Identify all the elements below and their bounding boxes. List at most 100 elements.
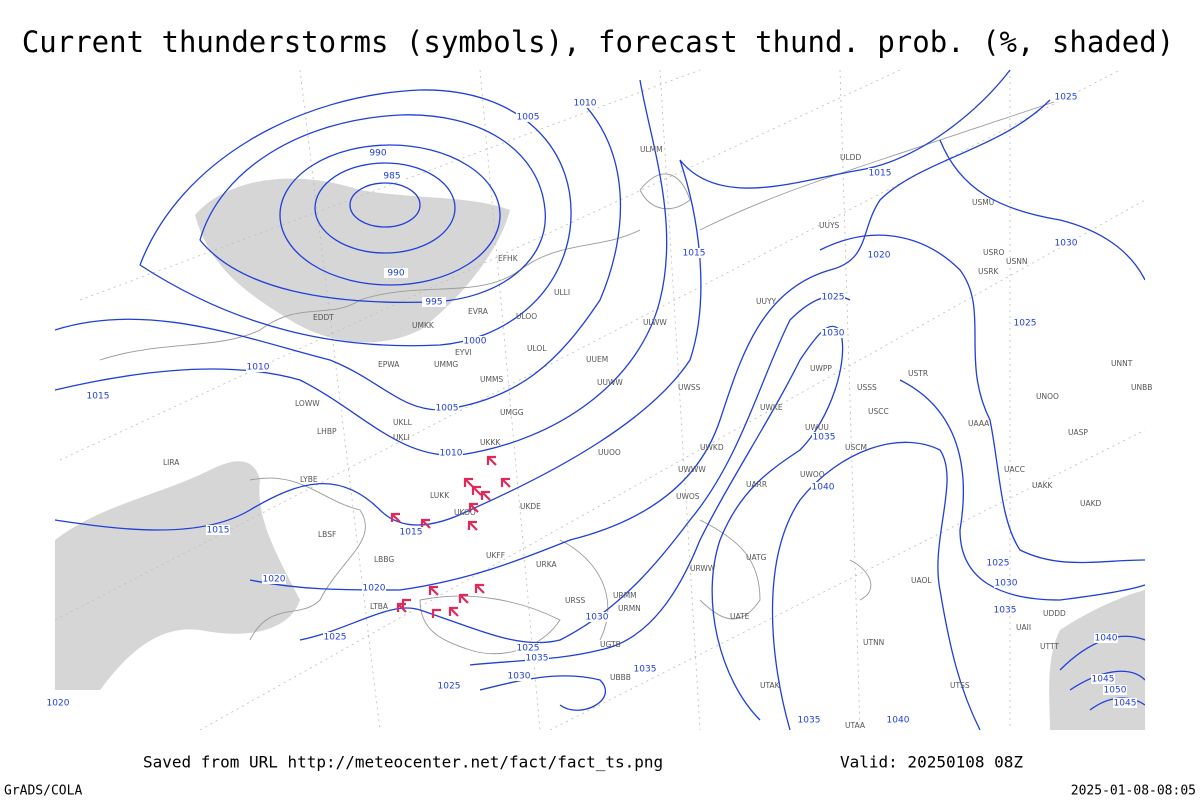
station-code: ULWW [643,318,667,327]
station-code: UWSS [678,383,701,392]
isobar-label-bg [1094,633,1118,643]
station-code: LYBE [300,475,318,484]
station-code: UAKD [1080,499,1102,508]
station-code: USTR [908,369,928,378]
isobar-label-bg [994,578,1018,588]
station-code: ULOL [527,344,547,353]
isobar-label: 1035 [634,665,657,675]
shade-north [195,178,510,343]
storm-symbols [390,455,511,618]
station-code: LOWW [295,399,320,408]
isobar-label-bg [868,168,892,178]
map-title: Current thunderstorms (symbols), forecas… [22,25,1174,59]
station-code: UGTB [600,640,621,649]
station-code: USSS [857,383,877,392]
isobar-label: 1030 [822,329,845,339]
isobar-label-bg [812,432,836,442]
station-code: UNNT [1111,359,1133,368]
station-code: UBBB [610,673,631,682]
station-code: UUEM [586,355,608,364]
isobar-label-bg [463,336,487,346]
station-code: UWUU [805,423,829,432]
isobar-label: 1010 [247,363,270,373]
station-code: EYVI [455,348,472,357]
station-code: UTNN [863,638,884,647]
station-code: UKLL [393,418,413,427]
isobar-label: 1030 [1055,239,1078,249]
isobar-label: 1015 [400,528,423,538]
station-code: UAII [1016,623,1031,632]
isobar-label-bg [525,653,549,663]
isobar-label: 985 [383,172,400,182]
isobar-label-bg [585,612,609,622]
isobar-label-bg [516,643,540,653]
station-code: URMN [618,604,641,613]
isobar-label-bg [435,403,459,413]
isobar-label-bg [821,328,845,338]
station-code: USMU [972,198,994,207]
isobar-label: 1030 [995,579,1018,589]
isobar-label: 1025 [987,559,1010,569]
software-credit: GrADS/COLA [4,784,82,799]
station-code: UKOO [454,508,476,517]
isobar-label-bg [1091,674,1115,684]
station-code: UAOL [911,576,932,585]
isobar-label-bg [384,268,408,278]
isobar-label: 1015 [869,169,892,179]
isobar-label: 1025 [822,293,845,303]
station-code: URWW [690,564,716,573]
isobar-label: 1045 [1114,699,1137,709]
station-code: LUKK [430,491,450,500]
isobar-label-bg [437,681,461,691]
isobar-label-bg [573,98,597,108]
station-code: UMMG [434,360,458,369]
station-code: LBBG [374,555,394,564]
station-code: URMM [613,591,637,600]
station-code: UDDD [1043,609,1066,618]
station-code: USCM [845,443,867,452]
isobar-label-bg [682,248,706,258]
isobar-label: 1010 [574,99,597,109]
isobar-label: 990 [369,149,386,159]
map-background [0,62,1200,800]
isobar-label: 1015 [683,249,706,259]
station-code: EFHK [498,254,519,263]
station-code: UWPP [810,364,832,373]
station-code: UMGG [500,408,524,417]
station-code: UMKK [412,321,435,330]
isobar-label-bg [246,362,270,372]
isobar-label-bg [1013,318,1037,328]
isobar-label: 1035 [994,606,1017,616]
isobar-labels: 1010 1005 990 985 990 995 1000 1005 1010 1015 1020… [46,92,1137,726]
station-code: EVRA [468,307,489,316]
isobar-label-bg [507,671,531,681]
isobar-label-bg [1054,238,1078,248]
isobar-label: 1040 [812,483,835,493]
station-code: UAAA [968,419,990,428]
station-code: URSS [565,596,585,605]
isobar-label: 1040 [887,716,910,726]
isobar-label-bg [46,698,70,708]
isobar-label: 1040 [1095,634,1118,644]
isobar-label: 1045 [1092,675,1115,685]
station-code: ULOO [516,312,537,321]
isobar-label: 1035 [813,433,836,443]
station-code: UATE [730,612,750,621]
station-code: LIRA [163,458,180,467]
isobar-label-bg [886,715,910,725]
isobar-label-bg [380,171,404,181]
station-code: USRO [983,248,1004,257]
station-code: UTTT [1040,642,1059,651]
isobar-label-bg [262,574,286,584]
isobar-label: 1035 [798,716,821,726]
isobar-label: 1020 [263,575,286,585]
isobar-label-bg [986,558,1010,568]
station-code: UWKD [700,443,724,452]
station-code: UACC [1004,465,1025,474]
station-code: ULMM [640,145,663,154]
isobar-label: 1025 [438,682,461,692]
station-code: UWOS [676,492,700,501]
isobar-label: 1005 [517,113,540,123]
station-code: LHBP [317,427,337,436]
